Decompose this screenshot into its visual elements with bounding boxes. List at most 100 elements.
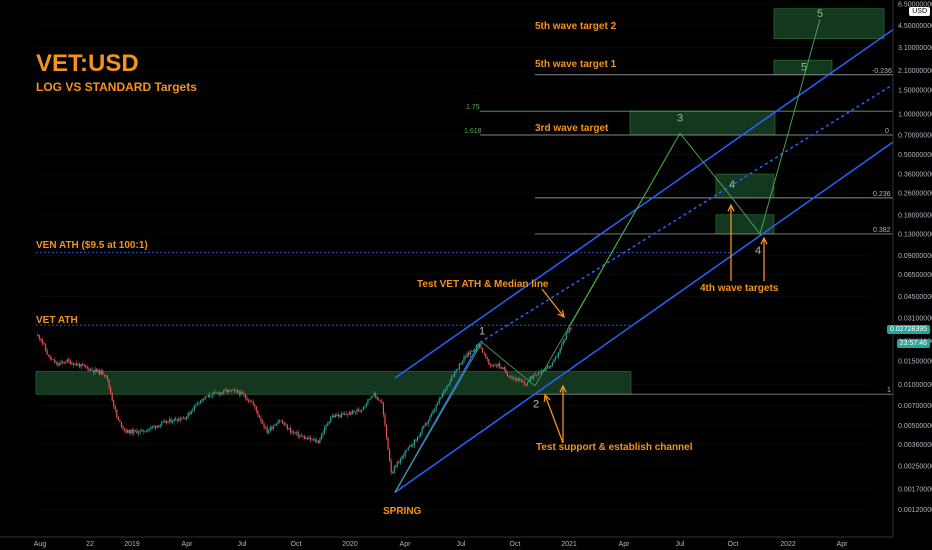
candle-body [71,363,73,365]
candle-body [142,429,144,432]
candle-body [505,369,507,373]
candle-body [275,424,278,426]
candle-body [517,379,519,381]
candle-body [182,417,185,419]
candle-body [237,390,239,393]
candle-body [449,380,451,385]
candle-body [506,372,509,376]
wave-label: 4 [729,179,735,191]
candle-body [133,429,135,434]
channel-lower-line [394,141,894,493]
candle-body [37,335,39,336]
candle-body [361,409,363,411]
candle-body [80,363,82,368]
candle-body [404,451,406,457]
candle-body [395,465,397,468]
candle-body [89,369,92,371]
candle-body [519,379,521,380]
candle-body [382,403,385,415]
candle-body [131,429,133,434]
candle-body [452,375,454,378]
y-tick-label: 0.00700000 [898,403,932,410]
candle-body [544,370,546,372]
y-tick-label: 0.50000000 [898,152,932,159]
candle-body [440,397,442,399]
candle-body [51,358,53,360]
candle-body [534,374,536,376]
x-tick-label: Jul [238,541,247,548]
candle-body [351,410,354,415]
candle-body [469,351,471,355]
candle-body [427,420,429,424]
candle-body [271,427,273,429]
candle-body [433,409,436,411]
candle-body [542,370,544,372]
wave4-targets-label: 4th wave targets [700,283,779,294]
candle-body [176,420,178,422]
candle-body [263,423,265,428]
candle-body [561,344,563,349]
currency-tag: USD [909,7,930,16]
candle-body [204,396,206,400]
candle-body [435,405,437,410]
candle-body [199,400,202,403]
candle-body [196,403,199,404]
candle-body [486,357,488,360]
arrow-test-ath-head [557,310,565,319]
wave-label: 5 [817,8,823,20]
candle-body [291,431,293,433]
x-tick-label: 22 [86,541,94,548]
time-axis[interactable]: Aug 22 2019 Apr Jul Oct 2020 Apr Jul Oct 2021 Apr Ju… [0,536,893,548]
candle-body [241,391,243,394]
candle-body [455,369,457,372]
candle-body [477,344,479,346]
candle-body [317,440,319,444]
test-support-label: Test support & establish channel [536,442,693,453]
candle-body [482,348,484,353]
candle-body [206,396,208,398]
candle-body [292,431,295,433]
candle-body [38,335,40,339]
wave5-target2-zone [773,8,885,40]
candle-body [247,400,250,402]
candle-body [66,359,68,363]
candle-body [508,375,510,377]
wave3-target-label: 3rd wave target [535,123,609,134]
candle-body [128,429,130,434]
candle-body [393,467,395,473]
candle-body [151,426,154,428]
candle-body [368,398,371,400]
candle-body [44,344,47,351]
candle-body [406,449,408,452]
candle-body [226,390,228,393]
candle-body [220,392,222,395]
candle-body [144,431,146,433]
y-tick-label: 0.03100000 [898,316,932,323]
price-axis[interactable]: 6.50000000 4.50000000 3.10000000 2.10000000… [892,0,932,537]
candle-body [203,398,205,400]
candle-body [461,361,464,365]
candle-body [389,449,391,461]
candle-body [412,445,414,447]
candle-body [170,419,172,423]
candle-body [261,421,264,424]
candle-body [300,435,302,437]
candle-body [305,437,307,439]
y-tick-label: 0.00250000 [898,464,932,471]
candle-body [106,376,109,380]
candle-body [192,410,194,411]
candle-body [489,364,491,366]
candle-body [322,433,324,436]
candle-body [451,377,453,381]
candle-body [302,436,304,437]
candle-body [68,359,70,361]
candle-body [230,389,233,391]
candle-body [365,403,367,406]
y-tick-label: 0.00360000 [898,442,932,449]
candle-body [409,445,411,448]
candle-body [407,447,409,450]
candle-body [234,389,236,391]
y-tick-label: 1.00000000 [898,112,932,119]
candle-body [547,366,549,368]
